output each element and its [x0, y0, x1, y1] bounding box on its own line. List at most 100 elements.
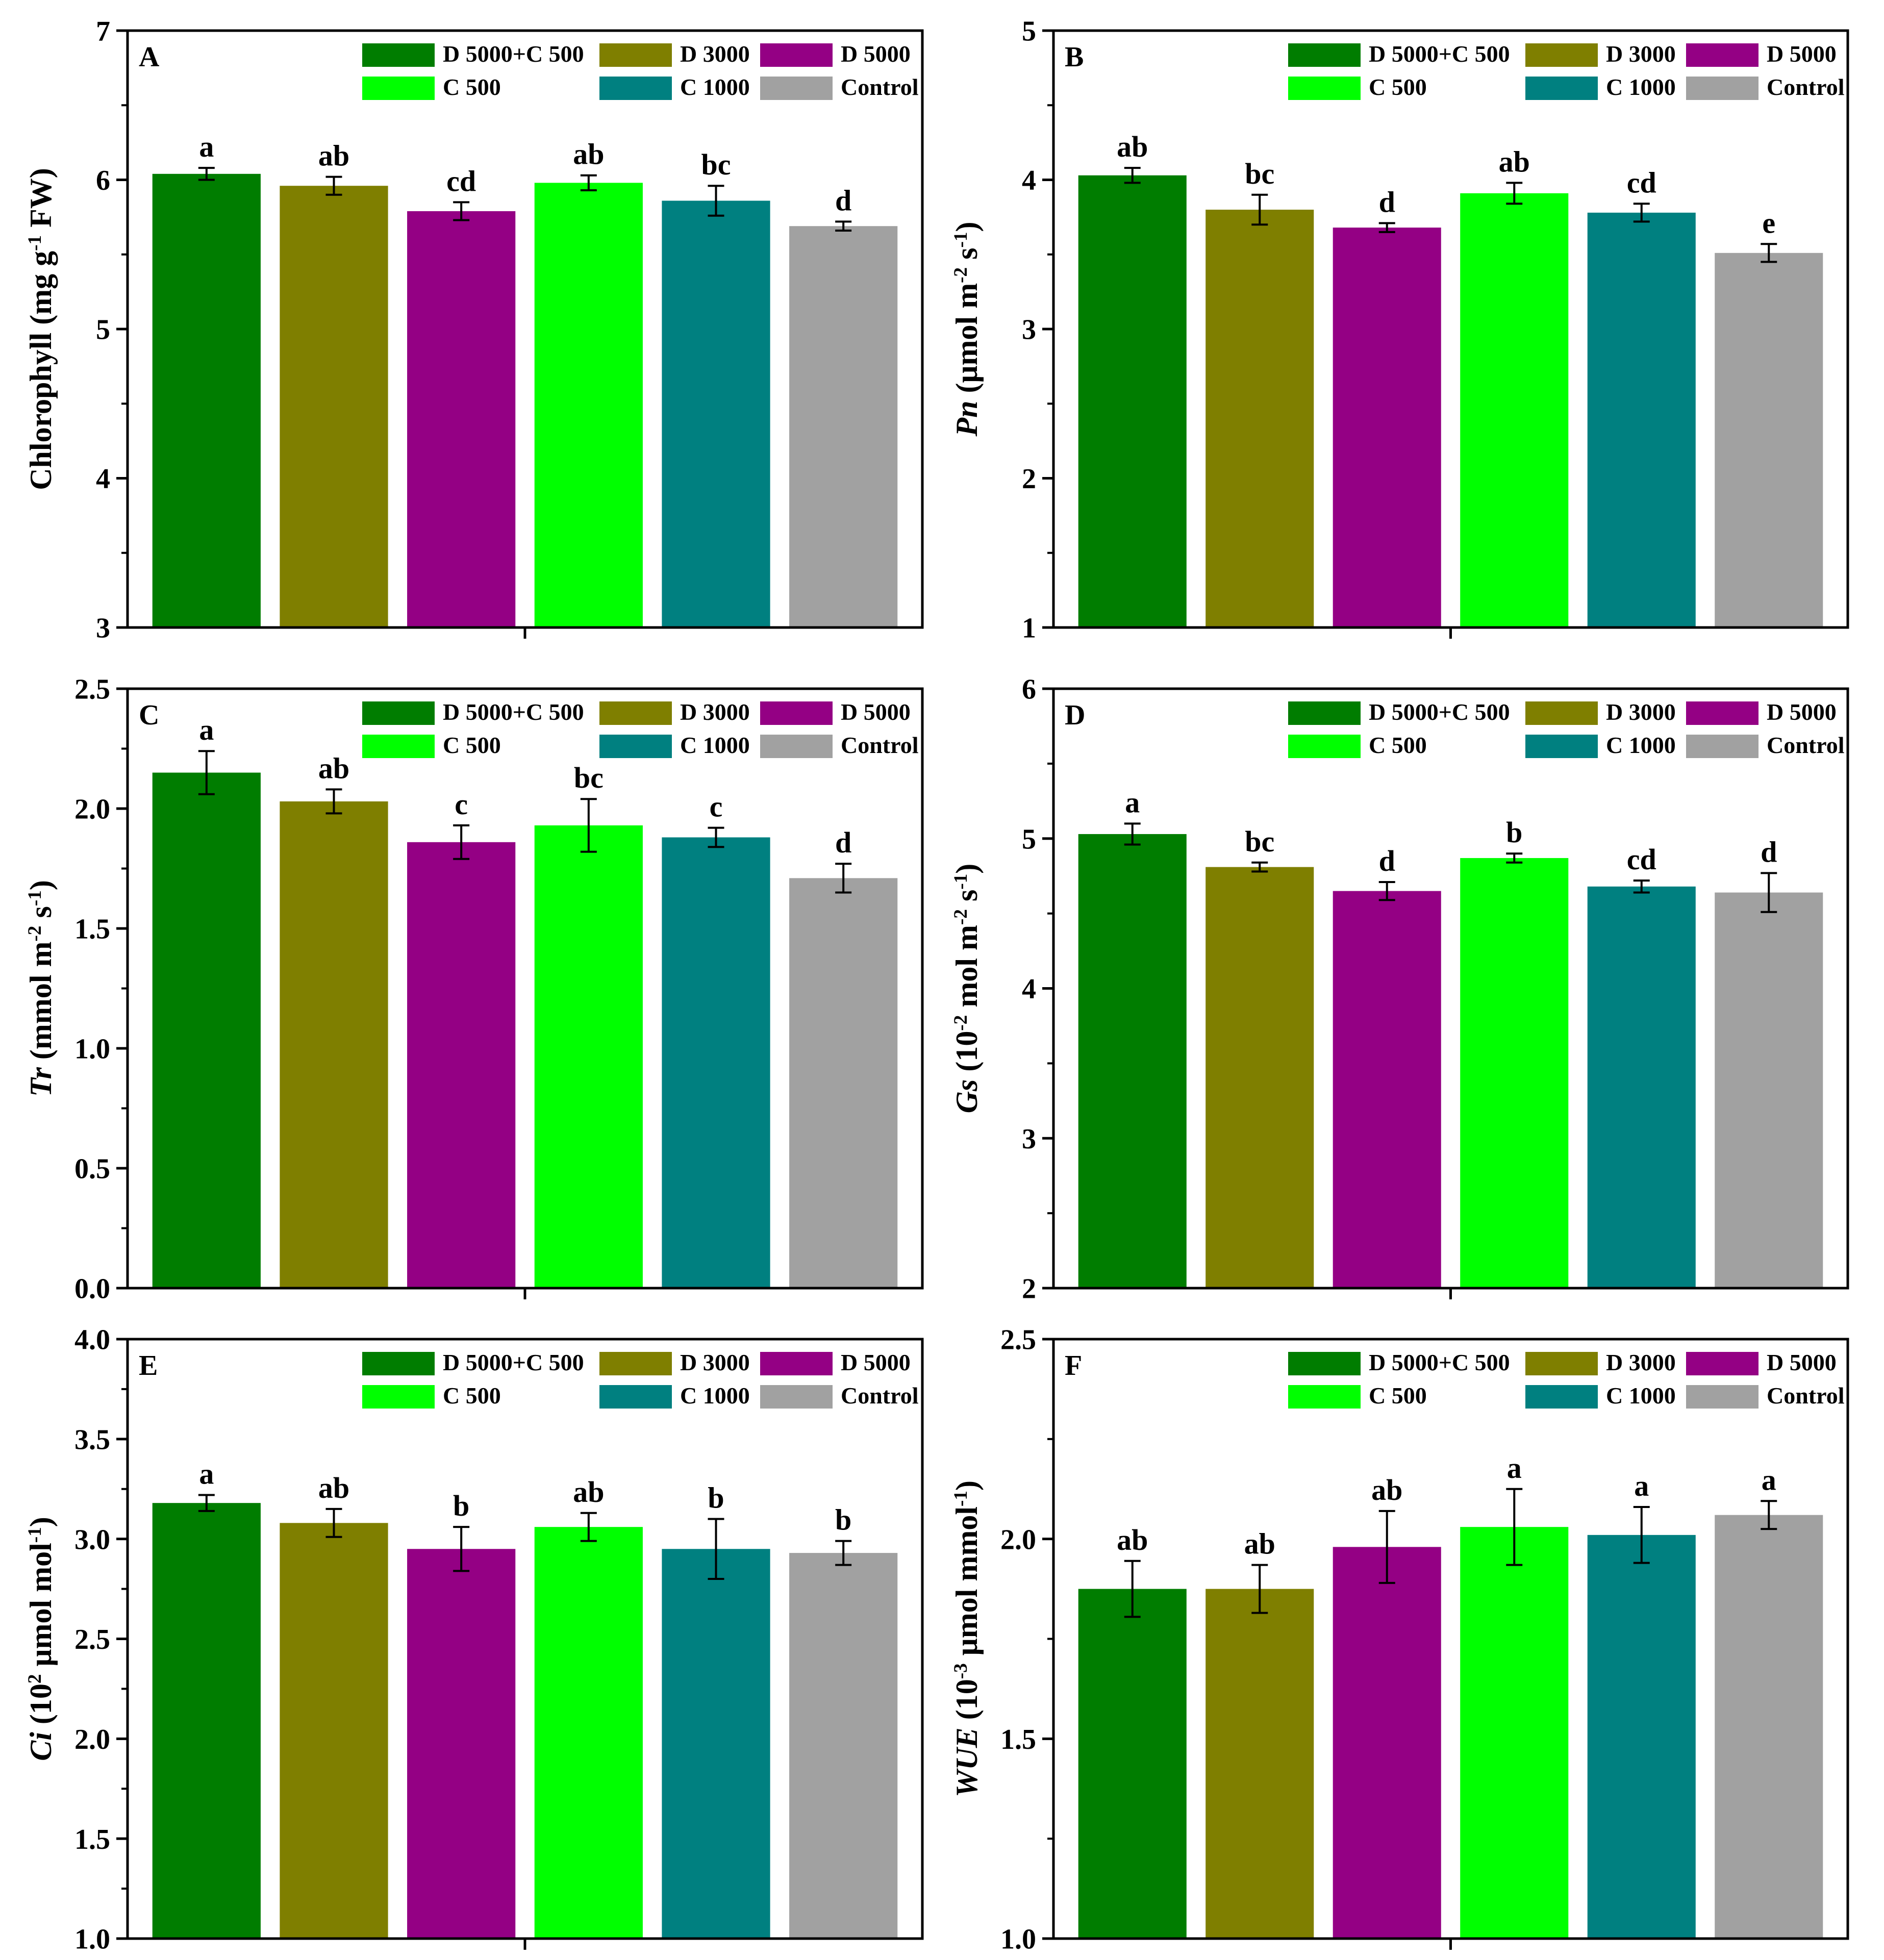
panel-d-y-tick-label: 2	[1022, 1273, 1036, 1305]
panel-a-y-tick-label: 6	[96, 165, 110, 196]
panel-a-legend-label-c-1000: C 1000	[680, 74, 750, 100]
panel-a-legend-label-d-5000-c-500: D 5000+C 500	[443, 41, 584, 67]
panel-b-errorbar-control	[1761, 243, 1777, 263]
panel-e-legend-label-d-5000: D 5000	[841, 1349, 911, 1375]
panel-f-errorbar-d-3000	[1251, 1564, 1268, 1614]
panel-a-legend-label-control: Control	[841, 74, 919, 100]
panel-a-letter-d-5000-c-500: a	[199, 130, 214, 163]
panel-c-y-axis-label: Tr (mmol m-2 s-1)	[24, 880, 58, 1097]
panel-c-y-tick-label: 1.5	[74, 914, 110, 945]
panel-e-legend-swatch-control	[760, 1385, 833, 1409]
panel-a-letter-c-1000: bc	[701, 148, 731, 181]
panel-d-bar-c-500	[1460, 858, 1569, 1288]
panel-f-errorbar-c-500	[1506, 1488, 1523, 1566]
panel-b-errorbar-d-3000	[1251, 193, 1268, 226]
panel-a: a ab cd ab bc d 3 4 5 6 7 Chlorophyll (mg g-1 FW) A D…	[24, 16, 924, 644]
panel-b: ab bc d ab cd e 1 2 3 4 5 Pn (μmol m-2 s-1) B D 5000+…	[950, 16, 1849, 644]
panel-e-legend-label-c-500: C 500	[443, 1383, 501, 1409]
panel-f-bar-d-3000	[1205, 1589, 1314, 1939]
panel-f-y-tick-label: 2.5	[1000, 1324, 1036, 1356]
panel-f-errorbar-d-5000	[1378, 1510, 1395, 1584]
panel-d-legend: D 5000+C 500 D 3000 D 5000 C 500 C 1000 Contr…	[1288, 699, 1845, 758]
panel-b-legend-swatch-c-1000	[1525, 77, 1598, 100]
panel-e-y-tick-label: 2.0	[74, 1724, 110, 1755]
panel-f-legend-label-d-3000: D 3000	[1606, 1349, 1676, 1375]
panel-f-bar-d-5000	[1333, 1547, 1441, 1939]
panel-b-errorbar-c-500	[1506, 182, 1523, 205]
panel-f-legend-label-d-5000: D 5000	[1767, 1349, 1837, 1375]
panel-d-errorbar-c-500	[1506, 852, 1523, 864]
panel-a-legend-swatch-d-5000	[760, 43, 833, 67]
panel-a-errorbar-d-5000-c-500	[198, 167, 215, 181]
panel-a-legend-label-c-500: C 500	[443, 74, 501, 100]
panel-a-y-tick-label: 3	[96, 613, 110, 644]
panel-c-errorbar-c-1000	[708, 826, 724, 848]
panel-f: ab ab ab a a a 1.0 1.5 2.0 2.5 WUE (10-3 μmol mmol…	[950, 1324, 1849, 1955]
panel-c-legend-swatch-d-3000	[599, 701, 672, 725]
panel-f-letter-c-500: a	[1507, 1451, 1522, 1485]
panel-a-bar-d-3000	[280, 186, 388, 627]
panel-d-legend-swatch-c-1000	[1525, 735, 1598, 758]
panel-c-letter-d-5000: c	[455, 788, 468, 821]
panel-e-y-tick-label: 1.0	[74, 1924, 110, 1955]
panel-e-bar-c-1000	[662, 1549, 770, 1939]
panel-e-legend-swatch-d-5000	[760, 1352, 833, 1375]
panel-d-bar-d-5000	[1333, 891, 1441, 1288]
panel-b-errorbar-d-5000	[1378, 222, 1395, 233]
panel-f-legend-swatch-d-5000-c-500	[1288, 1352, 1361, 1375]
panel-b-bar-d-5000-c-500	[1078, 175, 1187, 628]
panel-c-legend-label-c-1000: C 1000	[680, 732, 750, 758]
panel-c-errorbar-d-5000	[453, 824, 470, 860]
panel-a-letter-c-500: ab	[573, 138, 604, 171]
panel-d-y-axis-label: Gs (10-2 mol m-2 s-1)	[950, 864, 984, 1114]
panel-e-legend-label-c-1000: C 1000	[680, 1383, 750, 1409]
panel-b-legend: D 5000+C 500 D 3000 D 5000 C 500 C 1000 Contr…	[1288, 41, 1845, 100]
panel-c-bar-d-5000-c-500	[152, 772, 261, 1288]
panel-d-legend-label-d-5000: D 5000	[1767, 699, 1837, 725]
panel-f-legend: D 5000+C 500 D 3000 D 5000 C 500 C 1000 Contr…	[1288, 1349, 1845, 1409]
panel-a-letter-d-5000: cd	[446, 164, 476, 197]
panel-e-letter-d-5000-c-500: a	[199, 1458, 214, 1491]
panel-c-bar-c-500	[534, 825, 643, 1288]
panel-e-letter-c-1000: b	[708, 1481, 724, 1515]
panel-c-legend-label-d-5000-c-500: D 5000+C 500	[443, 699, 584, 725]
panel-c-letter-d-3000: ab	[318, 751, 349, 785]
panel-a-errorbar-control	[835, 220, 852, 232]
panel-f-y-tick-label: 2.0	[1000, 1524, 1036, 1555]
panel-e-bar-c-500	[534, 1527, 643, 1939]
panel-c-letter-control: d	[835, 826, 851, 859]
panel-f-legend-swatch-d-3000	[1525, 1352, 1598, 1375]
panel-c-y-tick-label: 0.0	[74, 1273, 110, 1305]
panel-f-legend-label-c-1000: C 1000	[1606, 1383, 1676, 1409]
panel-a-y-tick-label: 5	[96, 314, 110, 346]
panel-b-y-axis-label: Pn (μmol m-2 s-1)	[950, 222, 984, 437]
panel-b-legend-swatch-d-3000	[1525, 43, 1598, 67]
panel-b-legend-swatch-d-5000-c-500	[1288, 43, 1361, 67]
panel-d-letter-c-500: b	[1506, 816, 1522, 849]
panel-d-y-tick-label: 6	[1022, 674, 1036, 706]
panel-c-y-tick-label: 0.5	[74, 1153, 110, 1185]
panel-d-panel-letter: D	[1065, 699, 1085, 731]
panel-f-errorbar-control	[1761, 1500, 1777, 1530]
panel-d-errorbar-d-5000	[1378, 881, 1395, 901]
panel-d-y-tick-label: 5	[1022, 823, 1036, 855]
panel-f-legend-label-d-5000-c-500: D 5000+C 500	[1369, 1349, 1510, 1375]
panel-a-legend: D 5000+C 500 D 3000 D 5000 C 500 C 1000 Contr…	[362, 41, 919, 100]
panel-c-legend-swatch-d-5000	[760, 701, 833, 725]
panel-d-legend-swatch-control	[1686, 735, 1759, 758]
panel-c-errorbar-control	[835, 863, 852, 894]
panel-d-letter-d-5000-c-500: a	[1125, 786, 1140, 819]
panel-d-letter-control: d	[1761, 835, 1777, 868]
panel-f-errorbar-d-5000-c-500	[1124, 1560, 1141, 1618]
panel-d-y-tick-label: 4	[1022, 973, 1036, 1005]
panel-d-errorbar-c-1000	[1633, 880, 1650, 894]
panel-d-letter-d-3000: bc	[1245, 825, 1274, 858]
panel-f-y-tick-label: 1.5	[1000, 1724, 1036, 1755]
panel-f-letter-c-1000: a	[1634, 1469, 1649, 1502]
panel-f-y-tick-label: 1.0	[1000, 1924, 1036, 1955]
panel-d-legend-label-c-1000: C 1000	[1606, 732, 1676, 758]
panel-e-y-tick-label: 2.5	[74, 1624, 110, 1655]
panel-e-legend-swatch-c-1000	[599, 1385, 672, 1409]
panel-a-letter-d-3000: ab	[318, 139, 349, 172]
